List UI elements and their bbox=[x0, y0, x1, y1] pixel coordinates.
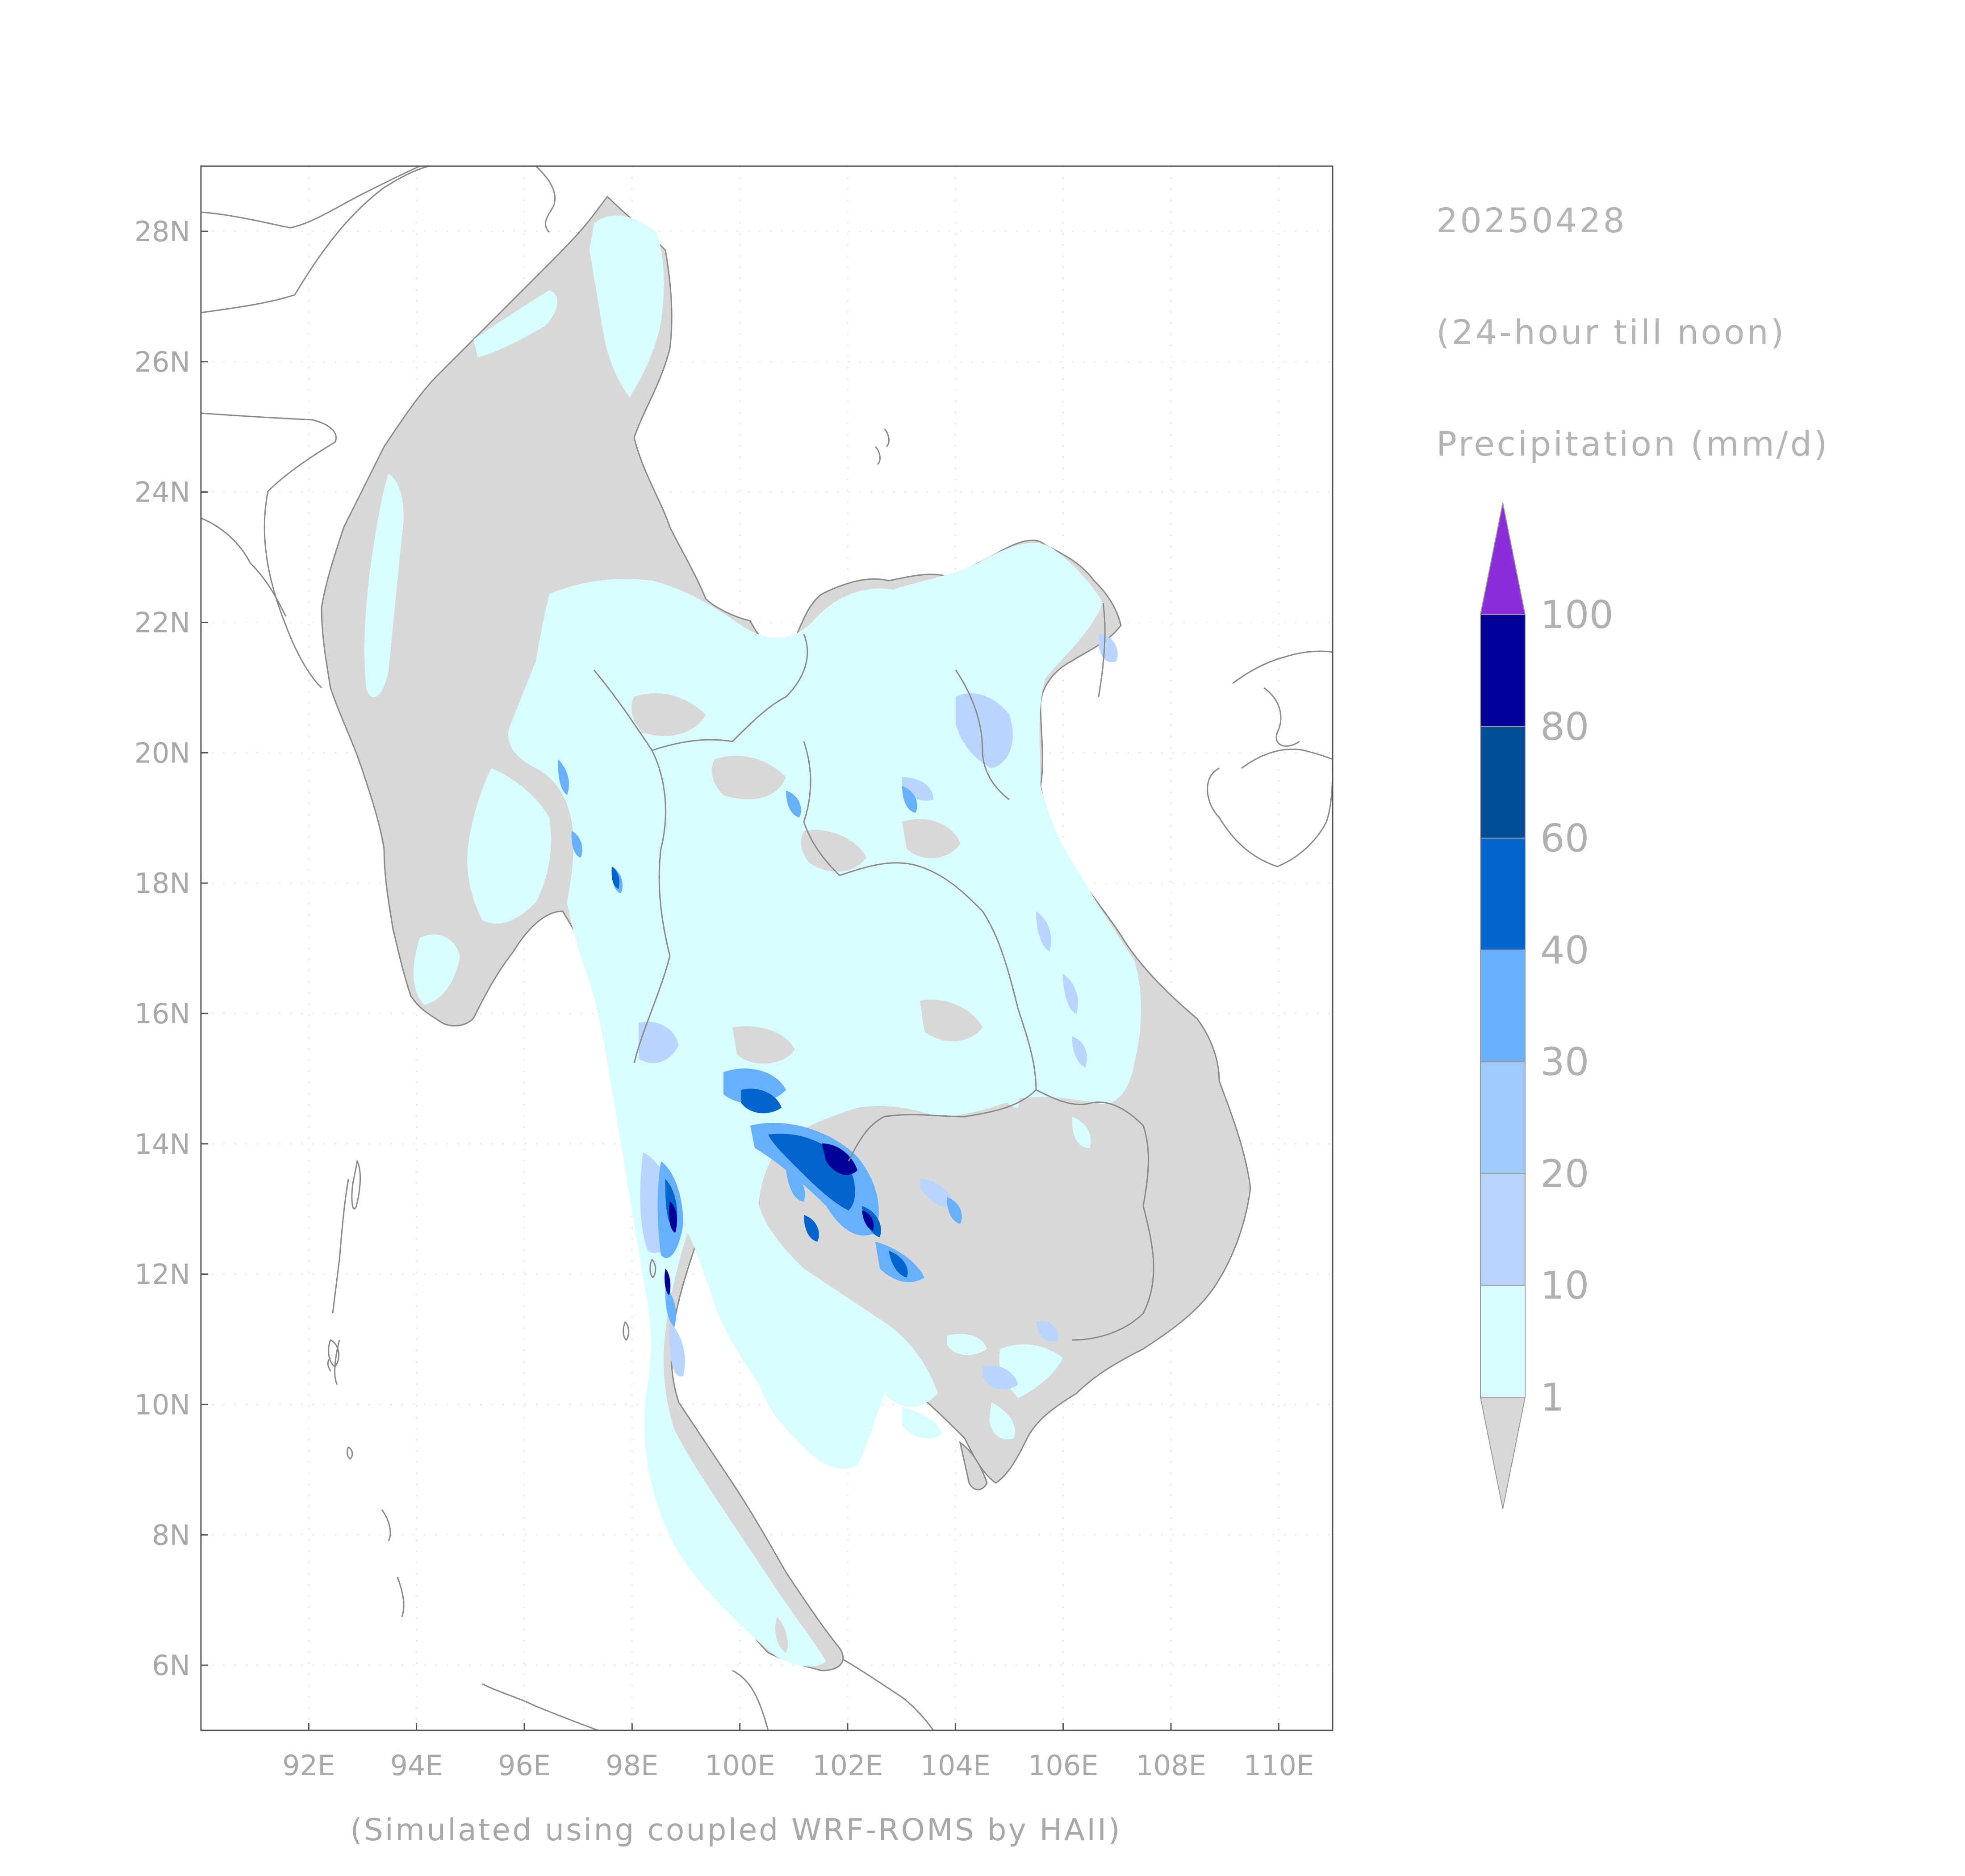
precip-layer-1-10 bbox=[364, 215, 1141, 1667]
lon-tick-label: 102E bbox=[812, 1749, 883, 1782]
legend-color-box bbox=[1480, 838, 1526, 951]
legend-level-label: 100 bbox=[1540, 593, 1614, 637]
legend-level-label: 1 bbox=[1540, 1375, 1565, 1420]
lat-tick-label: 22N bbox=[134, 606, 190, 639]
legend-arrow-below-1 bbox=[1480, 1397, 1526, 1509]
lat-tick-label: 24N bbox=[134, 476, 190, 509]
variable-label: Precipitation (mm/d) bbox=[1436, 424, 1829, 464]
dry-patches bbox=[631, 693, 1179, 1653]
lon-tick-label: 98E bbox=[606, 1749, 658, 1782]
map-frame-border bbox=[200, 165, 1334, 1731]
lat-tick-label: 20N bbox=[134, 737, 190, 769]
credit-footer: (Simulated using coupled WRF-ROMS by HAI… bbox=[350, 1813, 1121, 1848]
legend-arrow-above-100 bbox=[1480, 502, 1526, 615]
lat-tick-label: 8N bbox=[152, 1519, 190, 1551]
map-layers bbox=[201, 166, 1333, 1730]
legend-color-box bbox=[1480, 726, 1526, 839]
islands bbox=[328, 1159, 656, 1460]
lat-tick-label: 6N bbox=[152, 1649, 190, 1682]
lon-tick-label: 92E bbox=[282, 1749, 335, 1782]
country-borders bbox=[593, 603, 1154, 1341]
legend-level-label: 20 bbox=[1540, 1152, 1589, 1196]
precip-layer-80-100 bbox=[665, 1143, 874, 1295]
lat-tick-label: 14N bbox=[134, 1128, 190, 1160]
legend-color-box bbox=[1480, 1173, 1526, 1286]
legend-color-box bbox=[1480, 1285, 1526, 1398]
lon-tick-label: 96E bbox=[498, 1749, 551, 1782]
legend-level-label: 40 bbox=[1540, 928, 1589, 973]
lat-tick-label: 16N bbox=[134, 997, 190, 1030]
lat-tick-label: 12N bbox=[134, 1258, 190, 1291]
legend-color-box bbox=[1480, 614, 1526, 727]
lon-tick-label: 104E bbox=[920, 1749, 991, 1782]
legend-level-label: 30 bbox=[1540, 1040, 1589, 1085]
lat-tick-label: 10N bbox=[134, 1388, 190, 1421]
latitude-axis: 6N 8N 10N 12N 14N 16N 18N 20N 22N 24N 26N 28N bbox=[134, 215, 208, 1682]
lon-tick-label: 94E bbox=[390, 1749, 443, 1782]
date-label: 20250428 bbox=[1436, 201, 1627, 240]
lat-tick-label: 26N bbox=[134, 346, 190, 378]
longitude-axis: 92E 94E 96E 98E 100E 102E 104E 106E 108E 110E bbox=[282, 1723, 1314, 1782]
lon-tick-label: 100E bbox=[705, 1749, 775, 1782]
lat-tick-label: 28N bbox=[134, 215, 190, 248]
outside-land-outlines bbox=[201, 166, 1333, 1730]
legend-color-box bbox=[1480, 949, 1526, 1063]
legend-level-label: 60 bbox=[1540, 817, 1589, 861]
lon-tick-label: 110E bbox=[1244, 1749, 1314, 1782]
lon-tick-label: 106E bbox=[1028, 1749, 1099, 1782]
lon-tick-label: 108E bbox=[1136, 1749, 1206, 1782]
period-label: (24-hour till noon) bbox=[1436, 312, 1786, 352]
legend-level-label: 80 bbox=[1540, 704, 1589, 749]
legend-level-label: 10 bbox=[1540, 1264, 1589, 1308]
lat-tick-label: 18N bbox=[134, 867, 190, 900]
legend-colorbar: 1 10 20 30 40 60 80 100 bbox=[1480, 502, 1614, 1509]
legend-color-box bbox=[1480, 1061, 1526, 1174]
